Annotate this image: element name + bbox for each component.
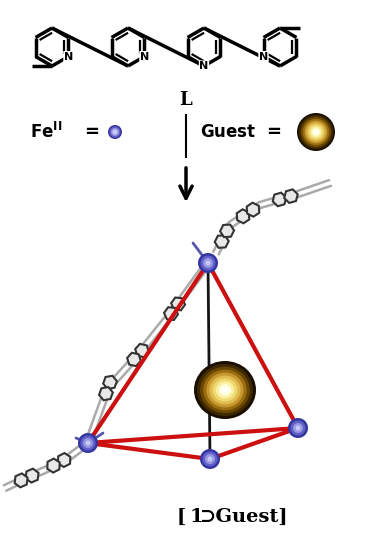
Polygon shape [47, 459, 60, 473]
Text: [: [ [177, 508, 186, 526]
Polygon shape [58, 453, 70, 467]
Ellipse shape [200, 449, 220, 469]
Ellipse shape [201, 256, 216, 271]
Text: N: N [200, 61, 209, 71]
Ellipse shape [288, 418, 308, 438]
Polygon shape [284, 189, 298, 203]
Polygon shape [215, 235, 229, 248]
Polygon shape [99, 387, 113, 400]
Ellipse shape [200, 367, 250, 413]
Ellipse shape [222, 387, 228, 393]
Ellipse shape [203, 370, 247, 410]
Ellipse shape [295, 426, 301, 430]
Polygon shape [220, 225, 234, 237]
Ellipse shape [81, 435, 95, 450]
Ellipse shape [216, 381, 234, 399]
Ellipse shape [210, 376, 241, 405]
Polygon shape [26, 468, 38, 482]
Ellipse shape [308, 124, 324, 139]
Polygon shape [171, 297, 185, 310]
Ellipse shape [299, 115, 333, 149]
Ellipse shape [206, 373, 244, 407]
Ellipse shape [111, 128, 119, 136]
Ellipse shape [205, 454, 215, 464]
Ellipse shape [310, 126, 322, 138]
Ellipse shape [219, 384, 231, 396]
Ellipse shape [203, 258, 213, 268]
Ellipse shape [110, 126, 120, 138]
Ellipse shape [305, 121, 327, 144]
Ellipse shape [198, 253, 218, 273]
Ellipse shape [85, 441, 91, 445]
Ellipse shape [78, 433, 98, 453]
Ellipse shape [83, 438, 93, 448]
Polygon shape [127, 353, 141, 366]
Ellipse shape [113, 130, 117, 135]
Ellipse shape [297, 113, 335, 151]
Polygon shape [15, 473, 28, 487]
Ellipse shape [312, 128, 320, 136]
Text: =: = [85, 123, 100, 141]
Text: N: N [64, 51, 73, 62]
Text: =: = [266, 123, 282, 141]
Ellipse shape [108, 125, 122, 139]
Ellipse shape [293, 423, 303, 433]
Polygon shape [164, 307, 178, 320]
Text: N: N [140, 51, 149, 62]
Text: 1: 1 [190, 508, 204, 526]
Ellipse shape [213, 378, 237, 401]
Ellipse shape [203, 451, 217, 466]
Ellipse shape [314, 130, 318, 134]
Ellipse shape [307, 123, 326, 142]
Ellipse shape [194, 361, 256, 419]
Text: ⊃Guest]: ⊃Guest] [200, 508, 289, 526]
Text: $\mathbf{Fe^{II}}$: $\mathbf{Fe^{II}}$ [30, 122, 62, 142]
Polygon shape [237, 210, 249, 224]
Ellipse shape [197, 364, 253, 416]
Polygon shape [247, 203, 259, 217]
Text: L: L [180, 91, 192, 109]
Ellipse shape [206, 260, 210, 265]
Ellipse shape [207, 457, 213, 461]
Ellipse shape [303, 118, 329, 145]
Ellipse shape [301, 117, 331, 147]
Ellipse shape [291, 421, 305, 435]
Polygon shape [273, 192, 286, 206]
Text: $\mathbf{Guest}$: $\mathbf{Guest}$ [200, 123, 256, 141]
Text: N: N [259, 51, 268, 62]
Polygon shape [103, 376, 117, 389]
Polygon shape [135, 344, 149, 357]
